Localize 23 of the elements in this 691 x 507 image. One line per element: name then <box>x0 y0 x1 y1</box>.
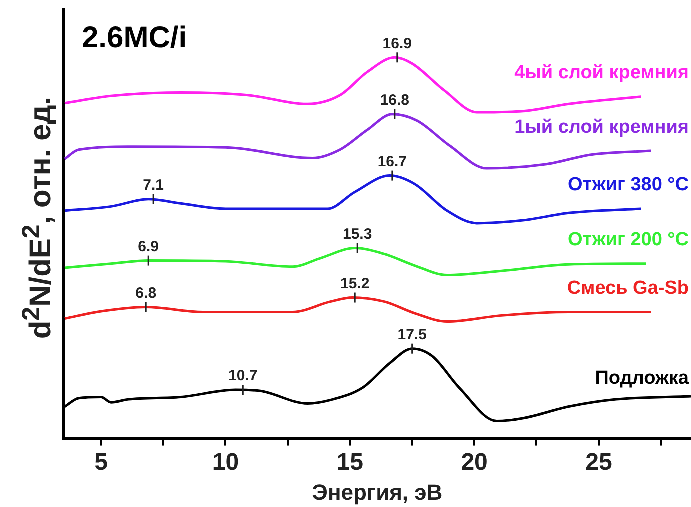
annotation: 16.9 <box>382 35 412 52</box>
series-label: Подложка <box>595 368 690 390</box>
annotation: 15.2 <box>340 275 370 292</box>
annotation: 17.5 <box>398 326 427 344</box>
annotation: 6.9 <box>138 238 160 256</box>
annotation: 6.8 <box>136 284 157 302</box>
series-label: Отжиг 380 °C <box>568 174 690 196</box>
series-label: 1ый слой кремния <box>514 116 689 138</box>
x-tick-label: 20 <box>461 448 488 476</box>
x-tick-label: 5 <box>94 448 108 476</box>
annotation: 7.1 <box>143 177 164 194</box>
series-label: Отжиг 200 °C <box>568 230 690 251</box>
series-label: Смесь Ga-Sb <box>567 278 689 299</box>
x-tick-label: 25 <box>586 448 612 476</box>
text: 2.6MC/i <box>82 21 188 54</box>
annotation: 16.8 <box>380 92 410 110</box>
annotation: 10.7 <box>228 368 258 385</box>
x-axis-title: Энергия, эВ <box>312 480 443 505</box>
x-tick-label: 10 <box>212 448 240 476</box>
x-tick-label: 15 <box>336 448 364 476</box>
annotation: 16.7 <box>378 153 408 170</box>
series-label: 4ый слой кремния <box>514 62 689 84</box>
annotation: 15.3 <box>342 226 372 243</box>
